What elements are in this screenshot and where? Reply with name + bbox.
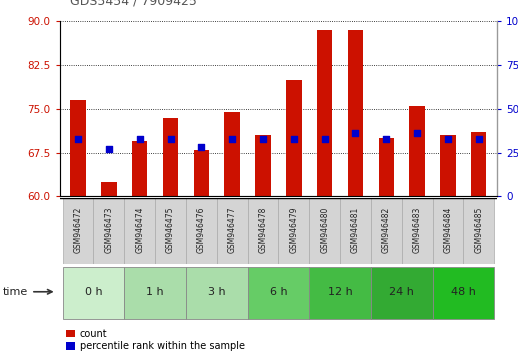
Text: GSM946485: GSM946485	[474, 206, 483, 253]
Bar	[248, 267, 309, 319]
Bar	[194, 150, 209, 196]
Text: GSM946474: GSM946474	[135, 206, 144, 253]
Text: 3 h: 3 h	[208, 287, 225, 297]
Bar	[279, 198, 309, 264]
Text: GSM946481: GSM946481	[351, 206, 360, 253]
Bar	[70, 100, 86, 196]
Bar	[186, 198, 217, 264]
Bar	[402, 198, 433, 264]
Bar	[379, 138, 394, 196]
Text: GSM946476: GSM946476	[197, 206, 206, 253]
Point	[136, 136, 144, 142]
Bar	[286, 80, 301, 196]
Bar	[433, 198, 464, 264]
Bar	[409, 106, 425, 196]
Bar	[132, 141, 148, 196]
Bar	[124, 198, 155, 264]
Text: GSM946483: GSM946483	[413, 206, 422, 253]
Bar	[93, 198, 124, 264]
Bar	[124, 267, 186, 319]
Bar	[255, 135, 271, 196]
Text: GSM946480: GSM946480	[320, 206, 329, 253]
Point	[74, 136, 82, 142]
Bar	[186, 267, 248, 319]
Bar	[440, 135, 456, 196]
Bar	[217, 198, 248, 264]
Bar	[371, 267, 433, 319]
Text: 6 h: 6 h	[269, 287, 287, 297]
Point	[197, 144, 206, 150]
Bar	[371, 198, 402, 264]
Point	[290, 136, 298, 142]
Bar	[309, 198, 340, 264]
Text: GSM946477: GSM946477	[228, 206, 237, 253]
Bar	[340, 198, 371, 264]
Bar	[163, 118, 178, 196]
Bar	[433, 267, 494, 319]
Bar	[63, 198, 93, 264]
Text: GSM946479: GSM946479	[290, 206, 298, 253]
Bar	[101, 182, 117, 196]
Bar	[309, 267, 371, 319]
Point	[382, 136, 391, 142]
Text: 24 h: 24 h	[390, 287, 414, 297]
Bar	[248, 198, 279, 264]
Text: time: time	[3, 287, 52, 297]
Text: 48 h: 48 h	[451, 287, 476, 297]
Bar	[155, 198, 186, 264]
Bar	[464, 198, 494, 264]
Legend: count, percentile rank within the sample: count, percentile rank within the sample	[64, 327, 247, 353]
Bar	[348, 30, 363, 196]
Point	[351, 131, 359, 136]
Text: GSM946475: GSM946475	[166, 206, 175, 253]
Bar	[63, 267, 124, 319]
Point	[413, 131, 421, 136]
Text: GSM946484: GSM946484	[443, 206, 452, 253]
Text: GSM946482: GSM946482	[382, 206, 391, 253]
Text: 12 h: 12 h	[328, 287, 352, 297]
Text: GDS5454 / 7909425: GDS5454 / 7909425	[70, 0, 197, 7]
Text: 0 h: 0 h	[84, 287, 102, 297]
Text: GSM946472: GSM946472	[74, 206, 82, 253]
Bar	[224, 112, 240, 196]
Point	[105, 146, 113, 152]
Point	[166, 136, 175, 142]
Point	[444, 136, 452, 142]
Point	[321, 136, 329, 142]
Point	[259, 136, 267, 142]
Bar	[471, 132, 486, 196]
Bar	[317, 30, 333, 196]
Point	[474, 136, 483, 142]
Text: 1 h: 1 h	[146, 287, 164, 297]
Text: GSM946478: GSM946478	[258, 206, 267, 253]
Point	[228, 136, 236, 142]
Text: GSM946473: GSM946473	[105, 206, 113, 253]
